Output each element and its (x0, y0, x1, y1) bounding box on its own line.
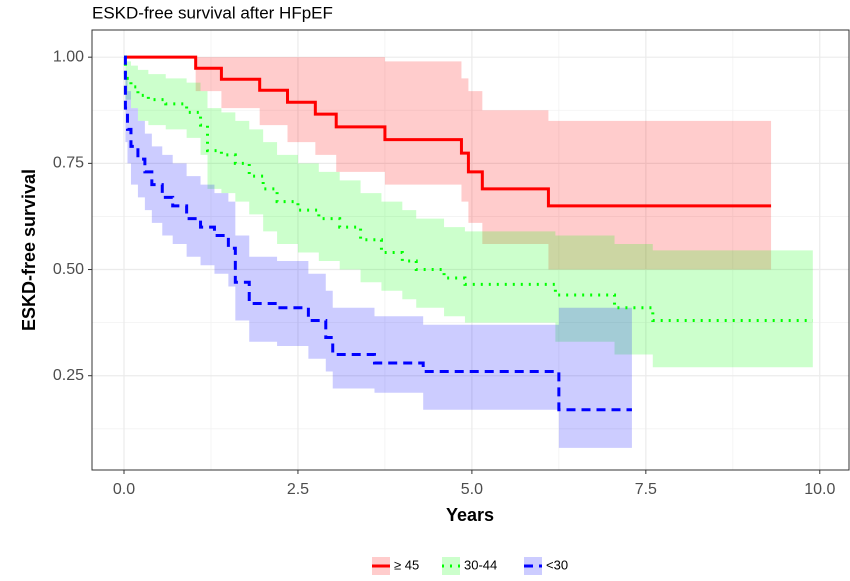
y-axis-label: ESKD-free survival (19, 169, 39, 331)
legend-label: <30 (546, 557, 568, 572)
confidence-band (124, 57, 772, 270)
legend-label: ≥ 45 (394, 557, 419, 572)
confidence-band (124, 57, 632, 448)
survival-line (124, 55, 772, 208)
x-tick-label: 0.0 (113, 481, 135, 498)
y-tick-label: 0.25 (53, 367, 84, 384)
chart-title: ESKD-free survival after HFpEF (92, 3, 333, 22)
x-axis-label: Years (446, 505, 494, 525)
x-tick-label: 2.5 (287, 481, 309, 498)
legend-label: 30-44 (464, 557, 497, 572)
survival-line (123, 55, 632, 412)
x-tick-label: 7.5 (635, 481, 657, 498)
y-tick-label: 0.75 (53, 155, 84, 172)
y-tick-label: 1.00 (53, 48, 84, 65)
plot-border (91, 29, 850, 471)
y-tick-label: 0.50 (53, 261, 84, 278)
confidence-band (124, 57, 813, 368)
x-tick-label: 10.0 (804, 481, 835, 498)
x-tick-label: 5.0 (461, 481, 483, 498)
